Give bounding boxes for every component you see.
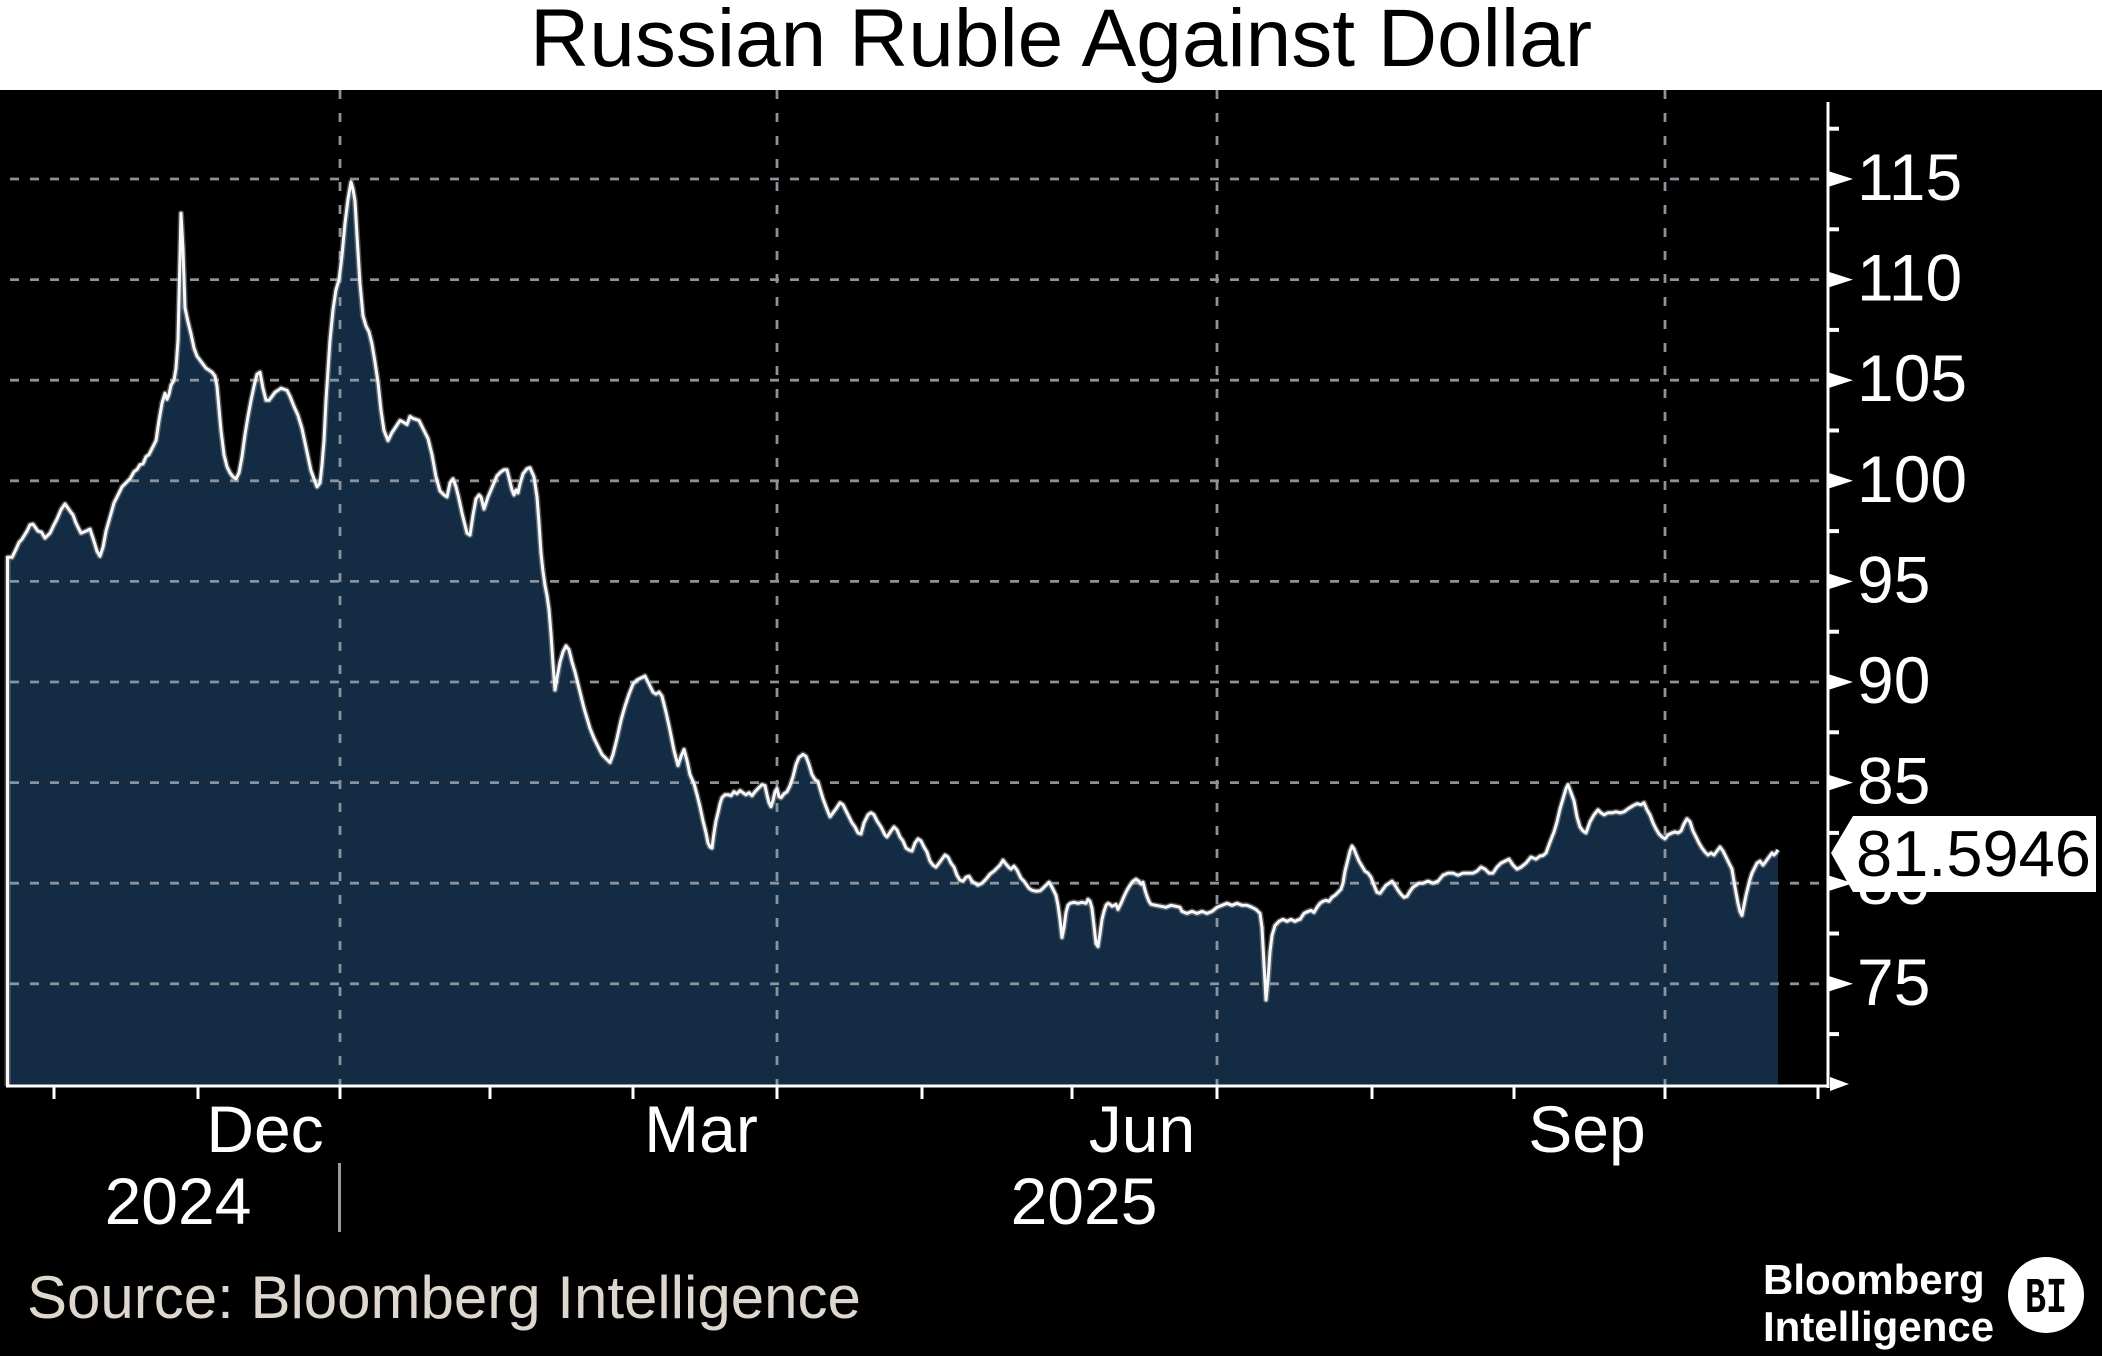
svg-text:90: 90 xyxy=(1857,643,1930,717)
svg-text:Jun: Jun xyxy=(1089,1092,1195,1166)
svg-text:Intelligence: Intelligence xyxy=(1763,1303,1994,1350)
svg-text:110: 110 xyxy=(1857,241,1962,315)
svg-text:105: 105 xyxy=(1857,341,1967,415)
svg-text:Mar: Mar xyxy=(644,1092,758,1166)
svg-text:81.5946: 81.5946 xyxy=(1856,817,2091,890)
svg-text:2025: 2025 xyxy=(1011,1164,1158,1238)
svg-text:75: 75 xyxy=(1857,945,1930,1019)
svg-text:Sep: Sep xyxy=(1528,1092,1645,1166)
svg-text:85: 85 xyxy=(1857,744,1930,818)
svg-text:95: 95 xyxy=(1857,542,1930,616)
svg-text:Dec: Dec xyxy=(206,1092,323,1166)
svg-text:115: 115 xyxy=(1857,140,1962,214)
svg-text:100: 100 xyxy=(1857,442,1967,516)
svg-text:2024: 2024 xyxy=(105,1164,252,1238)
svg-text:BI: BI xyxy=(2025,1271,2067,1328)
svg-text:Source: Bloomberg Intelligence: Source: Bloomberg Intelligence xyxy=(27,1264,861,1331)
svg-text:Bloomberg: Bloomberg xyxy=(1763,1256,1985,1303)
